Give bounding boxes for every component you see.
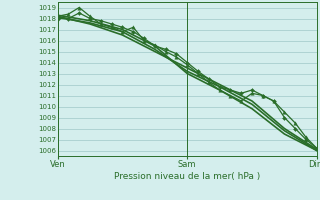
X-axis label: Pression niveau de la mer( hPa ): Pression niveau de la mer( hPa ) — [114, 172, 260, 181]
